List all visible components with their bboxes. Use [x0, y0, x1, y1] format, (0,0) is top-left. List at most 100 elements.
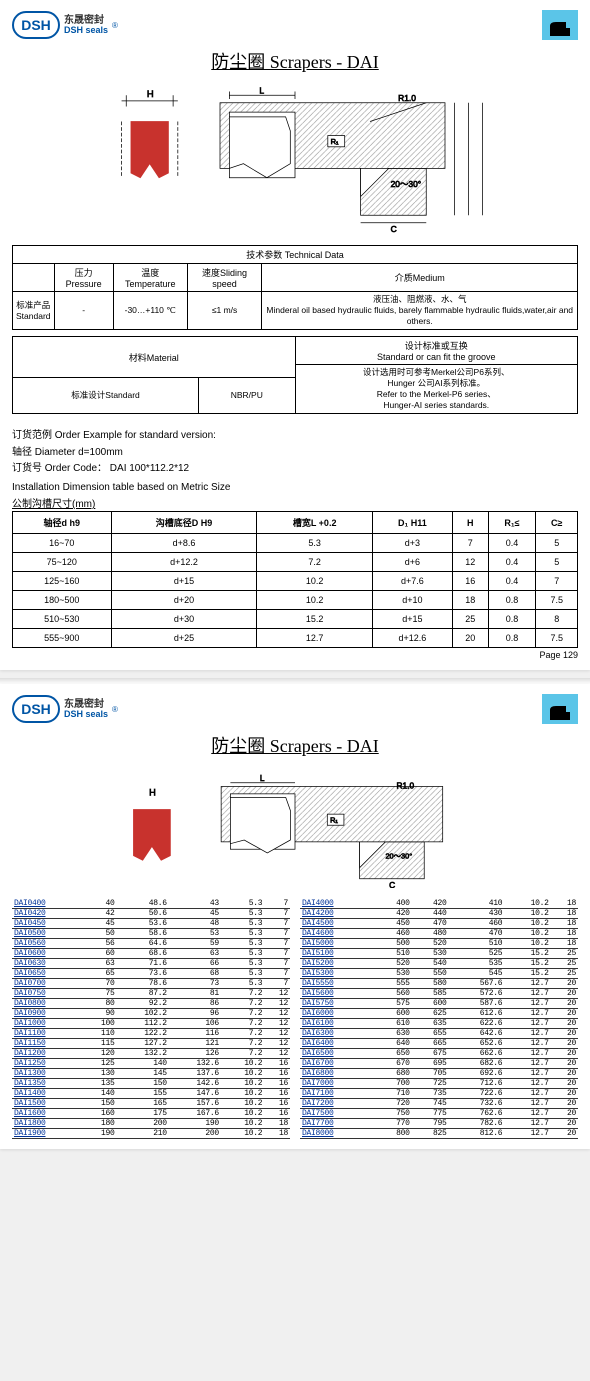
- part-code-link[interactable]: DAI0450: [12, 919, 82, 929]
- part-code-link[interactable]: DAI0630: [12, 959, 82, 969]
- part-code-link[interactable]: DAI6400: [300, 1039, 375, 1049]
- part-code-link[interactable]: DAI4500: [300, 919, 375, 929]
- size-cell: 12: [264, 1009, 290, 1019]
- size-cell: 71.6: [116, 959, 168, 969]
- size-cell: 470: [412, 919, 449, 929]
- part-code-link[interactable]: DAI1150: [12, 1039, 82, 1049]
- part-code-link[interactable]: DAI0700: [12, 979, 82, 989]
- part-code-link[interactable]: DAI4000: [300, 899, 375, 909]
- part-code-link[interactable]: DAI1200: [12, 1049, 82, 1059]
- size-cell: 96: [169, 1009, 221, 1019]
- part-code-link[interactable]: DAI5600: [300, 989, 375, 999]
- std-pressure: -: [54, 292, 113, 330]
- design-text: 设计选用时可参考Merkel公司P6系列、 Hunger 公司AI系列标准。 R…: [295, 365, 578, 414]
- part-code-link[interactable]: DAI5000: [300, 939, 375, 949]
- part-code-link[interactable]: DAI0560: [12, 939, 82, 949]
- part-code-link[interactable]: DAI6800: [300, 1069, 375, 1079]
- size-cell: 50: [82, 929, 117, 939]
- size-cell: 127.2: [116, 1039, 168, 1049]
- part-code-link[interactable]: DAI5300: [300, 969, 375, 979]
- size-cell: 210: [116, 1129, 168, 1139]
- size-cell: 12.7: [504, 1029, 550, 1039]
- size-cell: 520: [412, 939, 449, 949]
- part-code-link[interactable]: DAI5550: [300, 979, 375, 989]
- part-code-link[interactable]: DAI4200: [300, 909, 375, 919]
- size-cell: 560: [375, 989, 412, 999]
- size-cell: 112.2: [116, 1019, 168, 1029]
- part-code-link[interactable]: DAI1800: [12, 1119, 82, 1129]
- size-cell: 18: [551, 919, 578, 929]
- size-cell: 20: [551, 999, 578, 1009]
- dim-cell: 10.2: [257, 591, 372, 610]
- part-code-link[interactable]: DAI0800: [12, 999, 82, 1009]
- logo-mark-2: DSH: [12, 695, 60, 723]
- design-table: 设计标准或互换 Standard or can fit the groove 设…: [295, 336, 579, 414]
- part-code-link[interactable]: DAI1100: [12, 1029, 82, 1039]
- size-cell: 10.2: [221, 1059, 264, 1069]
- part-code-link[interactable]: DAI7100: [300, 1089, 375, 1099]
- part-code-link[interactable]: DAI0750: [12, 989, 82, 999]
- size-cell: 7.2: [221, 989, 264, 999]
- size-cell: 53: [169, 929, 221, 939]
- part-code-link[interactable]: DAI1350: [12, 1079, 82, 1089]
- part-code-link[interactable]: DAI1900: [12, 1129, 82, 1139]
- part-code-link[interactable]: DAI5200: [300, 959, 375, 969]
- part-code-link[interactable]: DAI7000: [300, 1079, 375, 1089]
- dim-cell: d+25: [111, 629, 257, 648]
- part-code-link[interactable]: DAI1000: [12, 1019, 82, 1029]
- part-code-link[interactable]: DAI7500: [300, 1109, 375, 1119]
- size-cell: 470: [448, 929, 504, 939]
- part-code-link[interactable]: DAI6300: [300, 1029, 375, 1039]
- part-code-link[interactable]: DAI0650: [12, 969, 82, 979]
- part-code-link[interactable]: DAI4600: [300, 929, 375, 939]
- size-cell: 665: [412, 1039, 449, 1049]
- part-code-link[interactable]: DAI6000: [300, 1009, 375, 1019]
- dim-cell: 125~160: [13, 572, 112, 591]
- size-cell: 16: [264, 1109, 290, 1119]
- part-code-link[interactable]: DAI8000: [300, 1129, 375, 1139]
- size-cell: 12.7: [504, 979, 550, 989]
- dim-cell: d+15: [111, 572, 257, 591]
- part-code-link[interactable]: DAI1400: [12, 1089, 82, 1099]
- size-cell: 16: [264, 1079, 290, 1089]
- size-cell: 530: [375, 969, 412, 979]
- part-code-link[interactable]: DAI7200: [300, 1099, 375, 1109]
- part-code-link[interactable]: DAI1300: [12, 1069, 82, 1079]
- part-code-link[interactable]: DAI6700: [300, 1059, 375, 1069]
- dimension-table: 轴径d h9沟槽底径D H9槽宽L +0.2D₁ H11HR₁≤C≥ 16~70…: [12, 511, 578, 648]
- part-code-link[interactable]: DAI1600: [12, 1109, 82, 1119]
- size-cell: 106: [169, 1019, 221, 1029]
- size-cell: 200: [116, 1119, 168, 1129]
- size-cell: 12.7: [504, 1119, 550, 1129]
- part-code-link[interactable]: DAI6100: [300, 1019, 375, 1029]
- part-code-link[interactable]: DAI0900: [12, 1009, 82, 1019]
- part-code-link[interactable]: DAI0600: [12, 949, 82, 959]
- page-2: DSH 东晟密封 DSH seals ® 防尘圈 Scrapers - DAI …: [0, 684, 590, 1149]
- order-diameter: 轴径 Diameter d=100mm: [12, 443, 578, 458]
- size-cell: 7: [264, 969, 290, 979]
- size-cell: 20: [551, 1079, 578, 1089]
- part-code-link[interactable]: DAI1250: [12, 1059, 82, 1069]
- part-code-link[interactable]: DAI0400: [12, 899, 82, 909]
- reg-mark: ®: [112, 21, 118, 30]
- part-code-link[interactable]: DAI0500: [12, 929, 82, 939]
- size-cell: 12: [264, 1019, 290, 1029]
- size-cell: 25: [551, 949, 578, 959]
- size-cell: 7.2: [221, 999, 264, 1009]
- svg-text:C: C: [389, 880, 395, 888]
- size-cell: 18: [551, 929, 578, 939]
- part-code-link[interactable]: DAI5100: [300, 949, 375, 959]
- size-cell: 102.2: [116, 1009, 168, 1019]
- dim-cell: 20: [452, 629, 488, 648]
- part-code-link[interactable]: DAI1500: [12, 1099, 82, 1109]
- part-code-link[interactable]: DAI6500: [300, 1049, 375, 1059]
- part-code-link[interactable]: DAI7700: [300, 1119, 375, 1129]
- size-cell: 510: [375, 949, 412, 959]
- col-speed: 速度Sliding speed: [187, 264, 262, 292]
- size-cell: 580: [412, 979, 449, 989]
- part-code-link[interactable]: DAI5750: [300, 999, 375, 1009]
- logo-text: 东晟密封 DSH seals: [64, 16, 108, 35]
- part-code-link[interactable]: DAI0420: [12, 909, 82, 919]
- svg-text:R₁: R₁: [330, 816, 338, 825]
- size-cell: 525: [448, 949, 504, 959]
